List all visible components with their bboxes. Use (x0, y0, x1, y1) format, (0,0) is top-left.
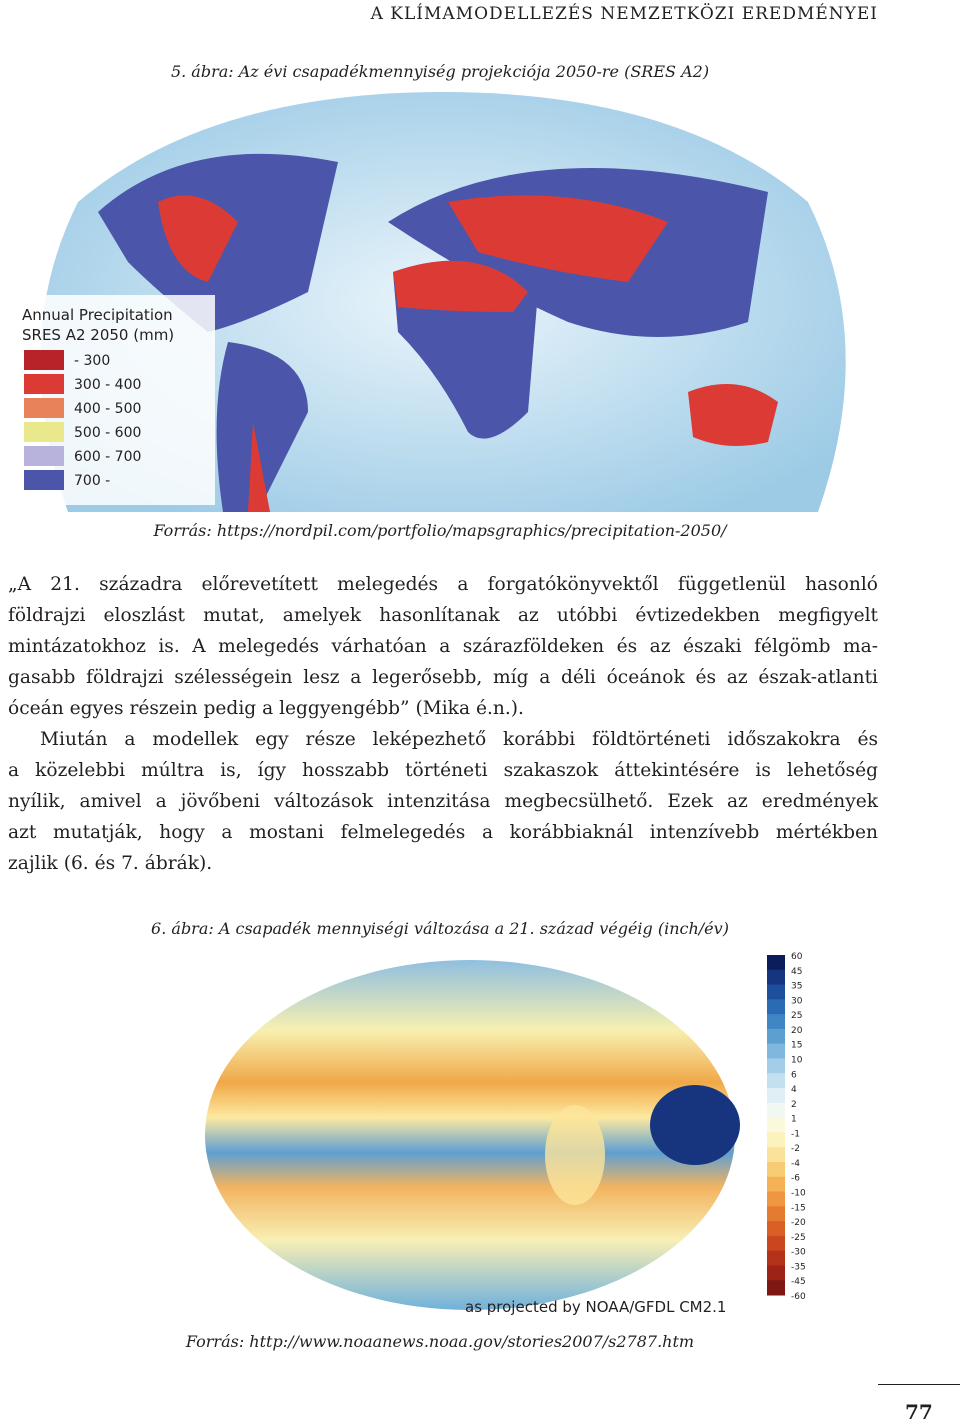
text-line: zajlik (6. és 7. ábrák). (8, 853, 213, 874)
colorbar-cell (767, 1132, 785, 1148)
legend: Annual Precipitation SRES A2 2050 (mm) - 3… (8, 295, 215, 505)
precipitation-map: Annual Precipitation SRES A2 2050 (mm) - 3… (8, 92, 846, 512)
text-line: mintázatokhoz is. A melegedés várhatóan … (8, 636, 878, 657)
legend-label: 600 - 700 (74, 449, 141, 465)
colorbar-tick-label: -25 (791, 1233, 806, 1243)
colorbar-tick-label: -2 (791, 1144, 800, 1154)
colorbar-tick-label: -1 (791, 1129, 800, 1139)
legend-swatch (24, 446, 64, 466)
colorbar: 60 45 35 30 25 20 15 10 6 4 2 1 -1 -2 -4 -6 -10 -15 -20 -25… (767, 952, 806, 1302)
colorbar-tick-label: 4 (791, 1085, 797, 1095)
colorbar-cell (767, 1221, 785, 1237)
colorbar-tick-label: 30 (791, 996, 803, 1006)
colorbar-cell (767, 1161, 785, 1178)
colorbar-cell (767, 1206, 785, 1222)
colorbar-tick-label: -20 (791, 1218, 806, 1228)
colorbar-cell (767, 1280, 785, 1296)
text-line: Miután a modellek egy része leképezhető … (40, 729, 878, 750)
colorbar-cell (767, 1265, 785, 1281)
figure-source: Forrás: http://www.noaanews.noaa.gov/sto… (185, 1332, 695, 1351)
map-credit: as projected by NOAA/GFDL CM2.1 (465, 1298, 726, 1316)
colorbar-cell (767, 1235, 785, 1252)
colorbar-tick-label: 20 (791, 1026, 803, 1036)
precipitation-change-map: as projected by NOAA/GFDL CM2.1 60 45 35 30… (205, 952, 806, 1316)
colorbar-cell (767, 1073, 785, 1089)
colorbar-cell (767, 1117, 785, 1133)
colorbar-tick-label: -45 (791, 1277, 806, 1287)
colorbar-tick-label: -35 (791, 1262, 806, 1272)
colorbar-tick-label: -30 (791, 1248, 806, 1258)
colorbar-cell (767, 984, 785, 1000)
colorbar-tick-label: -4 (791, 1159, 800, 1169)
colorbar-cell (767, 1014, 785, 1030)
legend-label: - 300 (74, 353, 110, 369)
colorbar-cell (767, 955, 785, 971)
text-line: óceán egyes részein pedig a leggyengébb”… (8, 698, 524, 719)
legend-swatch (24, 350, 64, 370)
legend-swatch (24, 470, 64, 490)
figure-source: Forrás: https://nordpil.com/portfolio/ma… (153, 521, 727, 540)
body-text: „A 21. századra előrevetített melegedés … (8, 569, 878, 879)
legend-label: 300 - 400 (74, 377, 141, 393)
legend-title: SRES A2 2050 (mm) (22, 326, 174, 344)
colorbar-cell (767, 1043, 785, 1059)
text-line: földrajzi eloszlást mutat, amelyek hason… (8, 605, 878, 626)
legend-swatch (24, 398, 64, 418)
legend-swatch (24, 374, 64, 394)
colorbar-cell (767, 1088, 785, 1104)
running-header: A KLÍMAMODELLEZÉS NEMZETKÖZI EREDMÉNYEI (370, 4, 878, 24)
figure-caption: 6. ábra: A csapadék mennyiségi változása… (151, 919, 729, 938)
colorbar-tick-label: 45 (791, 967, 802, 977)
footer-rule (878, 1384, 960, 1385)
legend-label: 400 - 500 (74, 401, 141, 417)
colorbar-cell (767, 999, 785, 1015)
colorbar-tick-label: -6 (791, 1174, 800, 1184)
colorbar-cell (767, 1191, 785, 1207)
colorbar-tick-label: 2 (791, 1100, 797, 1110)
text-line: azt mutatják, hogy a mostani felmelegedé… (8, 822, 878, 843)
figure-caption: 5. ábra: Az évi csapadékmennyiség projek… (170, 62, 710, 81)
colorbar-tick-label: 60 (791, 952, 803, 962)
colorbar-cell (767, 1058, 785, 1074)
colorbar-tick-label: -60 (791, 1292, 806, 1302)
legend-title: Annual Precipitation (22, 306, 173, 324)
colorbar-tick-label: -15 (791, 1203, 806, 1213)
text-line: nyílik, amivel a jövőbeni változások int… (8, 791, 878, 812)
legend-swatch (24, 422, 64, 442)
colorbar-cell (767, 969, 785, 986)
colorbar-cell (767, 1028, 785, 1045)
colorbar-tick-label: 15 (791, 1041, 802, 1051)
colorbar-tick-label: 35 (791, 982, 802, 992)
legend-label: 700 - (74, 473, 110, 489)
colorbar-tick-label: 1 (791, 1115, 797, 1125)
text-line: „A 21. századra előrevetített melegedés … (8, 574, 878, 595)
colorbar-cell (767, 1250, 785, 1266)
colorbar-tick-label: 6 (791, 1070, 797, 1080)
text-line: gasabb földrajzi szélességein lesz a leg… (8, 667, 878, 688)
text-line: a közelebbi múltra is, így hosszabb tört… (8, 760, 878, 781)
colorbar-tick-label: 10 (791, 1055, 803, 1065)
page-number: 77 (905, 1400, 933, 1424)
colorbar-tick-label: -10 (791, 1189, 806, 1199)
legend-label: 500 - 600 (74, 425, 141, 441)
colorbar-tick-label: 25 (791, 1011, 802, 1021)
colorbar-cell (767, 1147, 785, 1163)
colorbar-cell (767, 1176, 785, 1193)
colorbar-cell (767, 1102, 785, 1119)
